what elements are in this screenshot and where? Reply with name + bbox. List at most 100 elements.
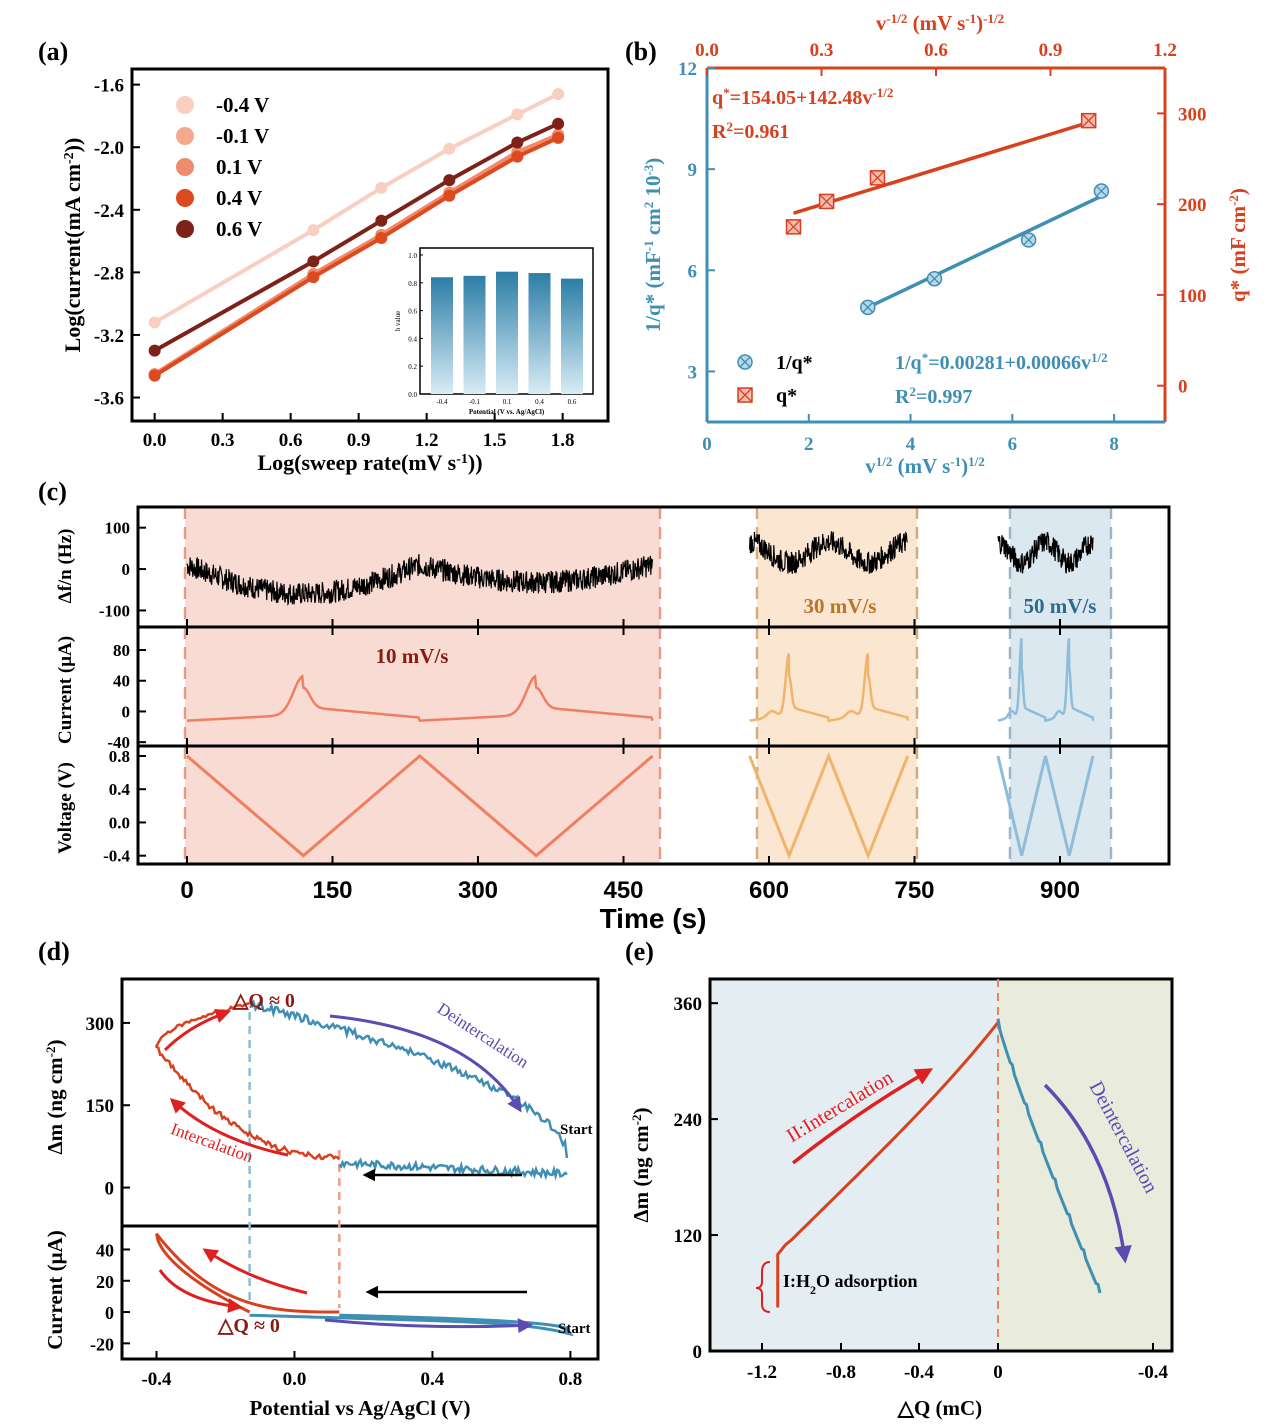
c-ytick-label: 0.4 [109, 780, 131, 799]
panel-b-tag: (b) [625, 37, 657, 66]
b-xtick-label: 2 [804, 434, 814, 455]
a-point [552, 88, 565, 101]
d-ytick-label: -20 [90, 1334, 114, 1354]
panel-b-xlabel-bottom: v1/2 (mV s-1)1/2 [865, 454, 985, 479]
panel-a-xlabel: Log(sweep rate(mV s-1)) [257, 450, 482, 475]
c-ytick-label: 40 [113, 672, 130, 691]
e-ytick-label: 240 [674, 1110, 703, 1131]
b-ytick-left-label: 3 [688, 362, 698, 383]
d-arrow-purple-bottom [324, 1318, 533, 1334]
c-freq-2 [997, 531, 1094, 574]
panel-c: (c) 0 150 300 450 600 750 9001000-10080400-400… [38, 477, 1171, 934]
inset-xtick-label: 0.6 [568, 398, 577, 406]
panel-b-inv-eq: 1/q*=0.00281+0.00066v1/2 [895, 350, 1108, 375]
a-xtick-label: 0.9 [347, 430, 371, 451]
d-xtick-label: -0.4 [141, 1369, 172, 1390]
c-xtick-label: 150 [312, 877, 352, 904]
a-point [511, 136, 524, 149]
panel-a-inset: 0.0 0.2 0.4 0.6 0.8 1.0 -0.4 -0.1 0.1 0.4 0.6 Poten… [394, 247, 594, 416]
a-legend-marker [176, 96, 194, 114]
a-point [375, 181, 388, 194]
b-toptick-label: 1.2 [1153, 40, 1177, 61]
a-point [148, 369, 161, 382]
b-point-inv-x [1023, 234, 1035, 246]
b-point-q-x [819, 193, 835, 209]
a-xtick-label: 1.8 [551, 430, 575, 451]
segment-50-bg [1010, 507, 1111, 864]
e-arrow-intercalation [791, 1068, 934, 1165]
b-point-q-x [870, 170, 885, 186]
a-ytick-label: -2.0 [94, 138, 124, 159]
d-arrow-purple-top [329, 1014, 522, 1113]
b-xtick-label: 6 [1008, 434, 1018, 455]
panel-d-ylabel-top: Δm (ng cm-2) [43, 1040, 68, 1155]
b-point-q-x [1081, 113, 1097, 129]
panel-a-legend: -0.4 V -0.1 V 0.1 V 0.4 V 0.6 V [176, 93, 269, 241]
d-mass-red [155, 1001, 341, 1161]
c-ytick-label: 100 [105, 519, 131, 538]
b-ytick-right-label: 0 [1178, 377, 1188, 398]
d-start-bottom: Start [558, 1321, 591, 1337]
c-ytick-label: -0.4 [103, 847, 130, 866]
panel-a-tag: (a) [38, 37, 68, 66]
c-current-1 [749, 653, 909, 723]
panel-a-series [148, 88, 565, 382]
d-dq-bottom: △Q ≈ 0 [217, 1315, 280, 1337]
panel-b-q-eq: q*=154.05+142.48v-1/2 [712, 85, 893, 110]
panel-a-ylabel: Log(current(mA cm-2)) [60, 138, 85, 353]
d-arrow-red-cv-down [158, 1269, 243, 1314]
panel-c-ylabel-3: Voltage (V) [55, 762, 76, 854]
a-legend-marker [176, 127, 194, 145]
panel-e-frame [708, 977, 1174, 1353]
c-freq-1 [749, 530, 909, 574]
c-xtick-label: 0 [180, 877, 193, 904]
c-xtick-label: 750 [894, 877, 934, 904]
d-cv-red [155, 1232, 340, 1314]
b-ytick-right-label: 100 [1178, 286, 1207, 307]
inset-bar [561, 278, 583, 394]
b-ytick-left-label: 9 [688, 160, 698, 181]
panel-c-series [186, 530, 1095, 860]
a-point [443, 142, 456, 155]
e-xtick-label: 0 [993, 1362, 1003, 1383]
a-legend-label: -0.4 V [216, 93, 269, 117]
c-xtick-label: 600 [749, 877, 789, 904]
e-xtick-label: -0.8 [826, 1362, 856, 1383]
panel-b: (b) 0 2 4 6 80.0 0.3 0.6 0.9 1.2369120100200300 … [625, 11, 1250, 479]
a-ytick-label: -2.4 [94, 201, 125, 222]
e-xtick-label: -0.4 [904, 1362, 935, 1383]
b-toptick-label: 0.9 [1039, 40, 1063, 61]
a-xtick-label: 1.5 [483, 430, 507, 451]
b-point-inv-x [862, 301, 874, 313]
d-start-top: Start [560, 1122, 593, 1138]
panel-b-ylabel-left: 1/q* (mF-1 cm2 10-3) [641, 158, 666, 333]
inset-bar [496, 271, 518, 394]
b-toptick-label: 0.3 [810, 40, 834, 61]
d-deint-label: Deintercalation [434, 999, 533, 1072]
b-ytick-right-label: 300 [1178, 104, 1207, 125]
panel-e-tag: (e) [625, 937, 654, 966]
inset-ytick-label: 0.6 [408, 308, 417, 316]
inset-bar [431, 277, 453, 394]
panel-d-ticks: -0.4 0.0 0.4 0.8 300 150 0 40 20 0 -20 [86, 1014, 583, 1390]
inset-xlabel: Potential (V vs. Ag/AgCl) [469, 408, 545, 416]
c-xtick-label: 900 [1040, 877, 1080, 904]
d-cv-blue [249, 1313, 574, 1337]
c-ytick-label: -40 [107, 733, 130, 752]
c-voltage-2 [996, 755, 1095, 857]
a-line-0.4 V [153, 136, 559, 378]
a-ytick-label: -3.6 [94, 389, 124, 410]
a-point [443, 174, 456, 187]
panel-e-xlabel: △Q (mC) [897, 1396, 982, 1420]
label-30mvs: 30 mV/s [804, 594, 877, 618]
inset-ytick-label: 0.2 [408, 363, 417, 371]
panel-d-frame [120, 977, 600, 1361]
a-xtick-label: 0.3 [211, 430, 235, 451]
b-point-q-x [786, 219, 801, 235]
inset-xtick-label: 0.4 [535, 398, 544, 406]
panel-d-xlabel: Potential vs Ag/AgCl (V) [249, 1396, 470, 1420]
d-ytick-label: 300 [86, 1014, 115, 1035]
region-intercalation-bg [710, 979, 998, 1351]
d-xtick-label: 0.0 [283, 1369, 307, 1390]
